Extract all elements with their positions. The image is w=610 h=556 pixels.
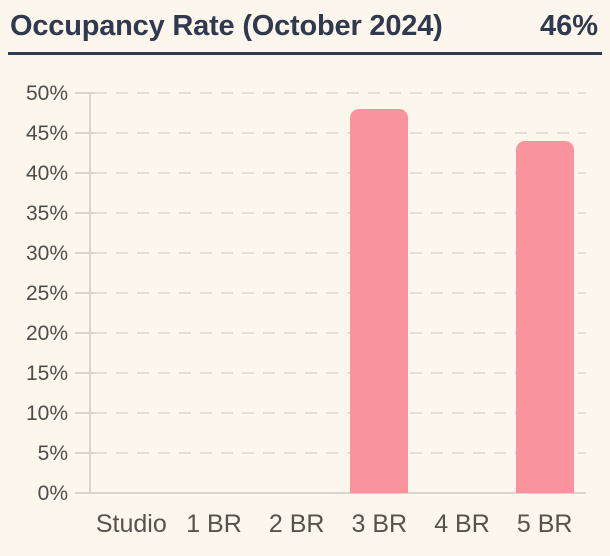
- y-axis-tick: [75, 132, 95, 134]
- gridline: [95, 212, 586, 214]
- y-axis-tick: [75, 412, 95, 414]
- y-axis-tick: [75, 332, 95, 334]
- bar: [350, 109, 409, 493]
- y-axis-tick: [75, 372, 95, 374]
- gridline: [95, 252, 586, 254]
- x-axis-label: 1 BR: [186, 510, 242, 538]
- y-axis-tick: [75, 292, 95, 294]
- gridline: [95, 132, 586, 134]
- x-axis-label: Studio: [95, 510, 167, 538]
- y-axis-label: 5%: [37, 442, 68, 465]
- gridline: [95, 452, 586, 454]
- gridline: [95, 412, 586, 414]
- gridline: [95, 92, 586, 94]
- gridline: [95, 332, 586, 334]
- y-axis-label: 25%: [25, 282, 68, 305]
- x-axis-label: 3 BR: [351, 510, 408, 538]
- headline-value: 46%: [539, 9, 598, 42]
- y-axis-label: 15%: [25, 362, 68, 385]
- x-axis-label: 2 BR: [268, 510, 325, 538]
- gridline: [95, 292, 586, 294]
- chart-title: Occupancy Rate (October 2024): [10, 9, 443, 42]
- y-axis-tick: [75, 252, 95, 254]
- x-axis-label: 4 BR: [434, 510, 490, 538]
- y-axis-label: 45%: [25, 122, 68, 145]
- y-axis-tick: [75, 452, 95, 454]
- gridline: [95, 372, 586, 374]
- gridline: [95, 172, 586, 174]
- y-axis-label: 30%: [25, 242, 68, 265]
- y-axis-label: 35%: [25, 202, 68, 225]
- chart-header: Occupancy Rate (October 2024) 46%: [8, 0, 602, 55]
- y-axis-tick: [75, 492, 95, 494]
- y-axis-tick: [75, 212, 95, 214]
- y-axis-label: 50%: [25, 82, 68, 105]
- y-axis-tick: [75, 92, 95, 94]
- bar: [515, 141, 574, 493]
- bar-chart: 0% 5% 10% 15% 20% 25% 30% 35% 40% 45% 50% Studio 1 B…: [0, 54, 610, 556]
- y-axis-tick: [75, 172, 95, 174]
- x-axis-label: 5 BR: [516, 510, 573, 538]
- y-axis-line: [89, 93, 91, 493]
- gridline: [95, 492, 586, 494]
- y-axis-label: 0%: [37, 482, 68, 505]
- y-axis-label: 20%: [25, 322, 68, 345]
- y-axis-label: 40%: [25, 162, 68, 185]
- y-axis-label: 10%: [25, 402, 68, 425]
